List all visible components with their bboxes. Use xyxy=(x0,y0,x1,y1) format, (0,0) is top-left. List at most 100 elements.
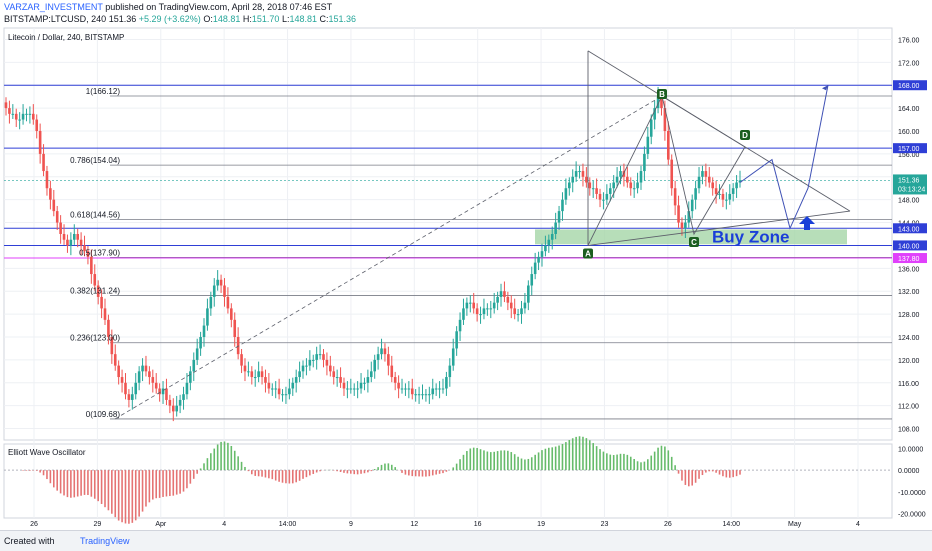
candle xyxy=(363,377,366,391)
candle xyxy=(127,389,131,408)
labels: Litecoin / Dollar, 240, BITSTAMP 1(166.12… xyxy=(8,33,789,419)
candle-body xyxy=(83,245,86,252)
author-link[interactable]: VARZAR_INVESTMENT xyxy=(4,2,103,12)
candle-body xyxy=(311,359,315,361)
candle xyxy=(298,361,301,383)
candle-body xyxy=(342,382,346,389)
candle xyxy=(653,100,656,130)
candle-body xyxy=(199,337,202,349)
candle-body xyxy=(615,176,619,183)
candle-body xyxy=(49,188,52,200)
candle xyxy=(468,295,472,313)
candle xyxy=(516,308,520,322)
candles xyxy=(4,86,742,422)
x-tick-label: 14:00 xyxy=(722,521,740,528)
candle xyxy=(18,112,21,130)
candle-body xyxy=(588,182,592,189)
candle xyxy=(649,114,653,145)
change-value: +5.29 (+3.62%) xyxy=(138,14,201,24)
candle-body xyxy=(585,176,588,183)
candle xyxy=(513,298,516,320)
candle-body xyxy=(701,171,704,177)
candle-body xyxy=(264,377,267,383)
candle xyxy=(154,373,158,394)
candle xyxy=(243,358,247,382)
candle xyxy=(42,144,45,177)
candle-body xyxy=(298,371,301,378)
candle-body xyxy=(325,359,329,366)
candle-body xyxy=(653,108,656,120)
candle xyxy=(465,297,469,316)
candle-body xyxy=(107,319,110,337)
time-axis[interactable]: 26 29 Apr 4 14:00 9 12 16 19 23 26 14:00 May 4 xyxy=(30,521,860,528)
candle xyxy=(421,384,424,400)
candle xyxy=(185,373,189,400)
created-with: Created with xyxy=(4,536,55,546)
fib-level-label: 0.5(137.90) xyxy=(79,248,120,257)
candle-body xyxy=(90,256,93,275)
candle-body xyxy=(270,388,274,390)
candle xyxy=(431,378,435,400)
low-value: 148.81 xyxy=(289,14,317,24)
price-axis[interactable]: 176.00172.00168.00164.00160.00156.00152.… xyxy=(893,37,927,434)
high-label: H: xyxy=(242,14,252,24)
candle xyxy=(499,283,503,307)
candle xyxy=(277,378,281,400)
candle-body xyxy=(339,377,342,383)
candle xyxy=(407,381,411,399)
x-tick-label: 4 xyxy=(856,521,860,528)
candle-body xyxy=(735,182,738,189)
candle-body xyxy=(219,279,223,286)
candle xyxy=(25,108,28,122)
symbol-label: BITSTAMP:LTCUSD, 240 xyxy=(4,14,107,24)
candle xyxy=(349,378,353,394)
candle xyxy=(342,377,346,396)
osc-tick-label: -20.0000 xyxy=(898,512,926,519)
candle-body xyxy=(291,382,295,389)
candle-body xyxy=(247,371,250,373)
candle xyxy=(550,226,554,250)
candle xyxy=(233,312,237,347)
fib-level-label: 0.382(131.24) xyxy=(70,287,120,296)
candle xyxy=(615,167,619,188)
candle-body xyxy=(38,131,42,154)
osc-tick-label: -10.0000 xyxy=(898,490,926,497)
candle xyxy=(100,289,103,319)
candle xyxy=(738,170,742,188)
candle-body xyxy=(421,394,424,396)
candle xyxy=(626,167,629,188)
candle-body xyxy=(472,302,476,309)
candle-body xyxy=(591,188,595,190)
candle-body xyxy=(424,394,428,396)
candle xyxy=(223,278,226,307)
candle-body xyxy=(663,108,667,131)
candle-body xyxy=(103,308,107,320)
candle xyxy=(206,298,209,331)
candle-body xyxy=(390,365,394,378)
x-tick-label: 29 xyxy=(93,521,101,528)
x-tick-label: 9 xyxy=(349,521,353,528)
candle xyxy=(260,366,264,385)
candle-body xyxy=(206,308,209,326)
candle-body xyxy=(69,239,73,246)
candle-body xyxy=(158,388,161,395)
candle xyxy=(448,358,452,387)
candle xyxy=(718,184,721,200)
candle xyxy=(165,378,168,406)
candle xyxy=(728,184,732,205)
price-chart[interactable]: A B C D Litecoin / Dollar, 240, BITSTAMP 1(1… xyxy=(0,0,932,530)
candle-body xyxy=(4,102,8,109)
candle-body xyxy=(144,365,148,372)
close-value: 151.36 xyxy=(328,14,357,24)
candle xyxy=(90,249,93,284)
candle xyxy=(619,165,622,185)
tradingview-logo[interactable]: TradingView xyxy=(80,536,130,546)
candle xyxy=(731,183,735,202)
candle-body xyxy=(168,399,172,406)
candle xyxy=(329,355,332,377)
candle-body xyxy=(18,119,21,121)
fib-level-label: 1(166.12) xyxy=(86,87,121,96)
candle-body xyxy=(554,222,557,234)
candle-body xyxy=(598,193,602,200)
candle xyxy=(76,228,79,248)
